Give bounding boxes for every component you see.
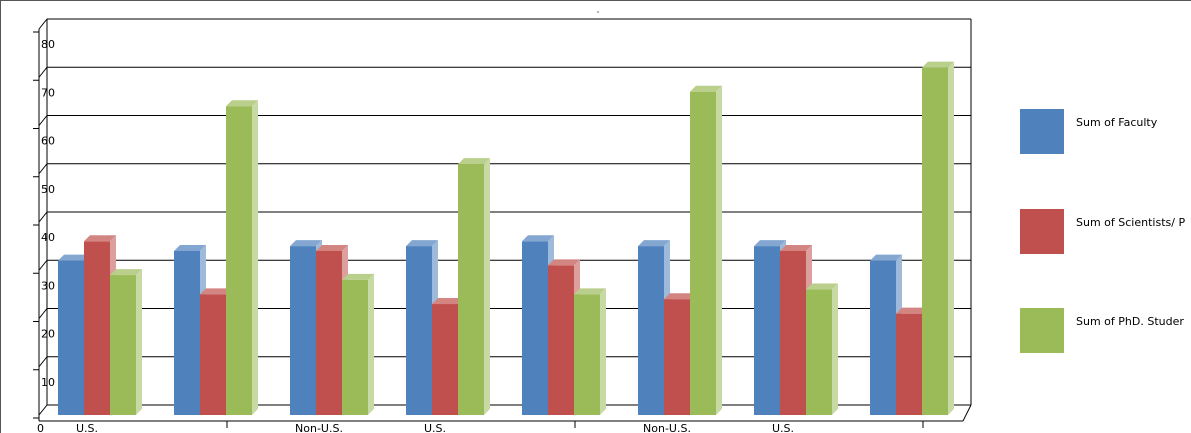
gridline-depth xyxy=(38,115,48,126)
bar xyxy=(406,246,432,415)
bar xyxy=(690,91,716,415)
y-tick-label: 50 xyxy=(41,183,55,196)
bar-side xyxy=(136,269,142,415)
bar-side xyxy=(832,283,838,415)
bar-top xyxy=(316,244,348,251)
y-tick-label: 30 xyxy=(41,279,55,292)
bar-top xyxy=(548,259,580,266)
bar-top xyxy=(458,158,490,165)
x-tick-label: Non-U.S. xyxy=(643,422,691,433)
bar xyxy=(754,246,780,415)
bar-top xyxy=(110,269,142,276)
gridline-depth xyxy=(38,18,48,30)
bar xyxy=(922,67,948,415)
bar-top xyxy=(290,240,322,247)
bar-top xyxy=(574,288,606,295)
bar xyxy=(342,279,368,415)
bar xyxy=(200,294,226,415)
gridline-depth xyxy=(38,356,48,368)
x-tick-label: U.S. xyxy=(76,422,98,433)
gridline-depth xyxy=(38,308,48,319)
y-tick-label: 0 xyxy=(37,422,44,433)
bar-top xyxy=(664,293,696,300)
y-tick-label: 80 xyxy=(41,38,55,51)
bar-side xyxy=(368,273,374,415)
bar-side xyxy=(252,100,258,415)
bar xyxy=(574,294,600,415)
bar-top xyxy=(754,240,786,247)
bar-top xyxy=(406,240,438,247)
bar-side xyxy=(948,61,954,415)
dot xyxy=(597,11,599,13)
y-tick-label: 70 xyxy=(41,86,55,99)
bar xyxy=(522,241,548,415)
bar-top xyxy=(806,283,838,290)
bar xyxy=(174,250,200,415)
bar xyxy=(806,289,832,415)
legend-swatch xyxy=(1020,308,1064,353)
bar xyxy=(290,246,316,415)
bar-top xyxy=(690,85,722,92)
bar xyxy=(58,260,84,415)
bar-top xyxy=(522,235,554,242)
bar xyxy=(638,246,664,415)
bar-top xyxy=(870,254,902,261)
bar xyxy=(316,250,342,415)
y-tick-label: 40 xyxy=(41,231,55,244)
bar xyxy=(110,275,136,415)
gridline-depth xyxy=(38,66,48,78)
bar-top xyxy=(174,244,206,251)
legend-label: Sum of Scientists/ P xyxy=(1076,216,1185,229)
y-tick-label: 20 xyxy=(41,328,55,341)
x-tick-label: U.S. xyxy=(772,422,794,433)
bar-side xyxy=(484,158,490,415)
legend-swatch xyxy=(1020,109,1064,154)
bar xyxy=(870,260,896,415)
x-tick-label: U.S. xyxy=(424,422,446,433)
bar-top xyxy=(84,235,116,242)
gridline-depth xyxy=(38,211,48,223)
bar xyxy=(84,241,110,415)
bar xyxy=(432,304,458,415)
gridline-depth xyxy=(38,404,48,416)
bar-top xyxy=(780,244,812,251)
gridline-depth xyxy=(38,259,48,271)
bar xyxy=(458,164,484,415)
bar-side xyxy=(600,288,606,415)
legend-swatch xyxy=(1020,209,1064,254)
gridline-depth xyxy=(38,163,48,175)
bar-top xyxy=(896,307,928,314)
bar xyxy=(896,313,922,415)
legend-label: Sum of Faculty xyxy=(1076,116,1158,129)
bar-top xyxy=(200,288,232,295)
bar xyxy=(664,299,690,415)
bar-side xyxy=(716,85,722,415)
bar-top xyxy=(226,100,258,107)
bar-top xyxy=(638,240,670,247)
x-tick-label: Non-U.S. xyxy=(295,422,343,433)
bar-top xyxy=(58,254,90,261)
bar xyxy=(226,106,252,415)
bar-top xyxy=(342,273,374,280)
bar xyxy=(780,250,806,415)
y-tick-label: 10 xyxy=(41,376,55,389)
y-tick-label: 60 xyxy=(41,135,55,148)
x-axis-depth xyxy=(962,404,972,422)
bar xyxy=(548,265,574,415)
bar-top xyxy=(432,298,464,305)
legend-label: Sum of PhD. Studer xyxy=(1076,315,1184,328)
bar-top xyxy=(922,61,954,68)
